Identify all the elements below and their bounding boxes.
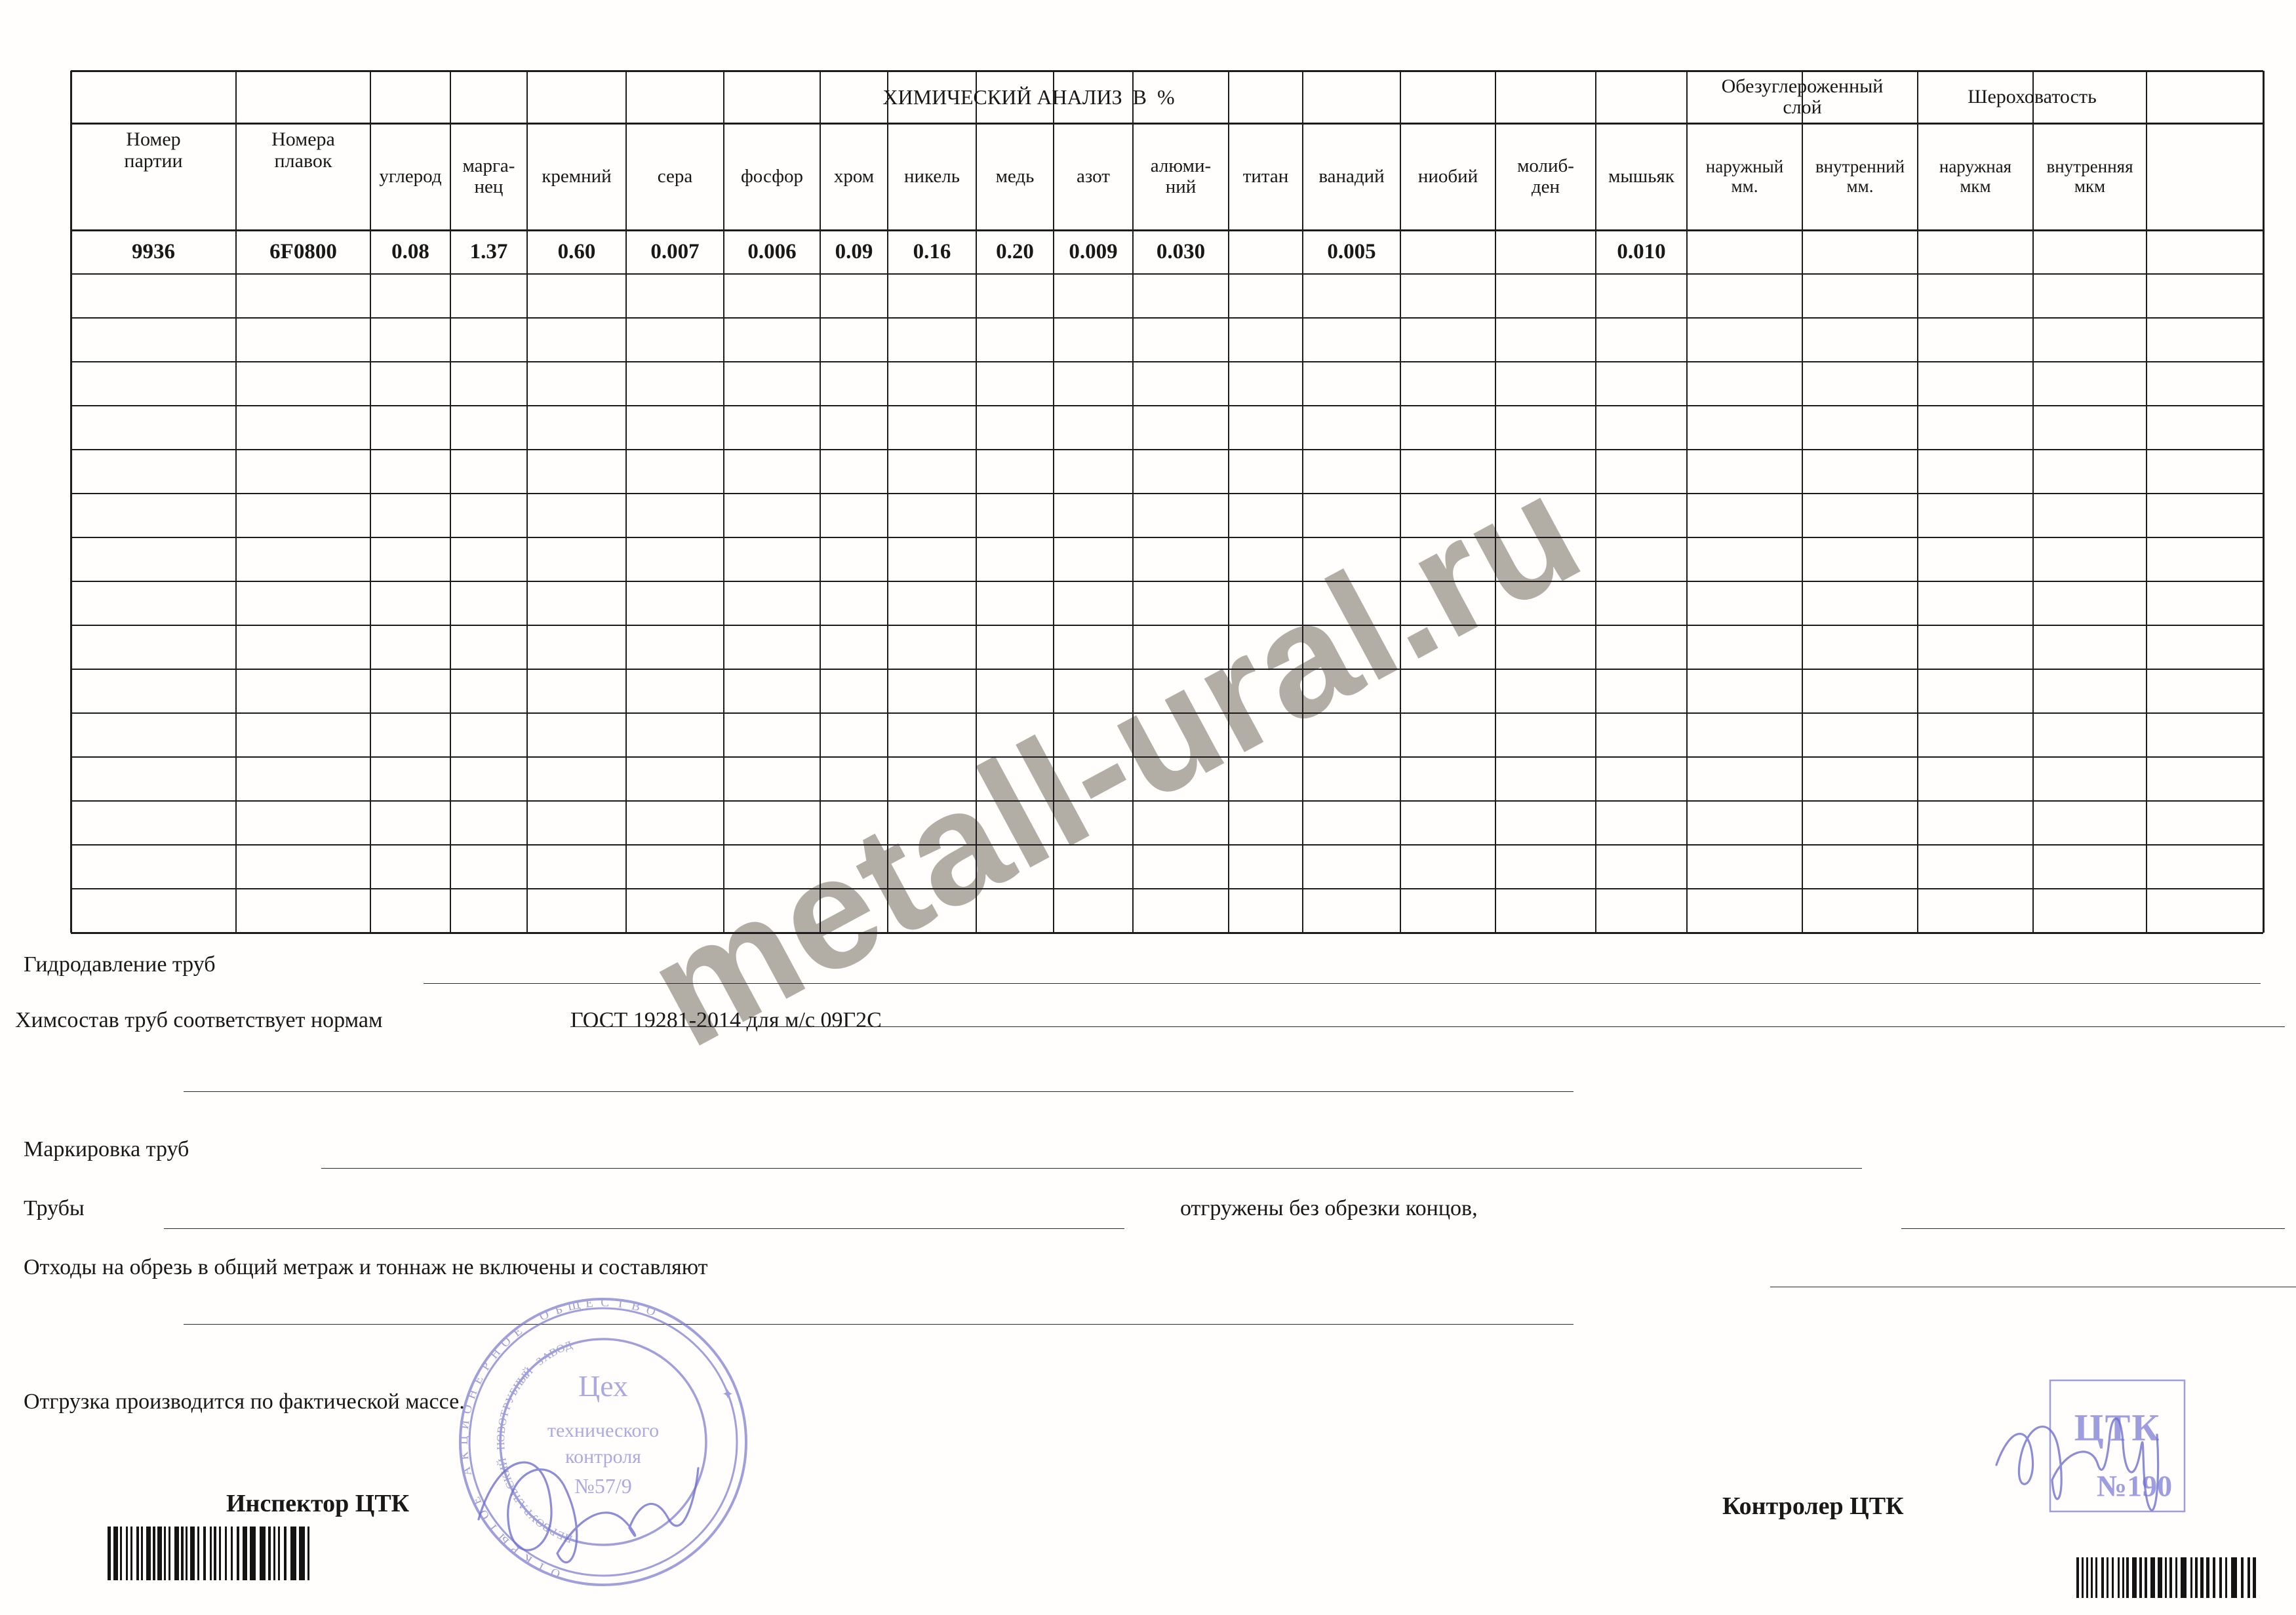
svg-text:И: И [458, 1419, 473, 1430]
svg-text:С: С [601, 1296, 609, 1310]
svg-text:Е: Е [585, 1296, 594, 1311]
svg-text:Ц: Ц [457, 1435, 471, 1445]
svg-text:Е: Е [511, 1324, 525, 1340]
svg-text:К: К [457, 1450, 471, 1460]
svg-text:Н: Н [487, 1346, 504, 1361]
svg-text:О: О [498, 1334, 513, 1351]
svg-text:✦: ✦ [722, 1386, 734, 1403]
svg-text:Цех: Цех [578, 1369, 628, 1403]
